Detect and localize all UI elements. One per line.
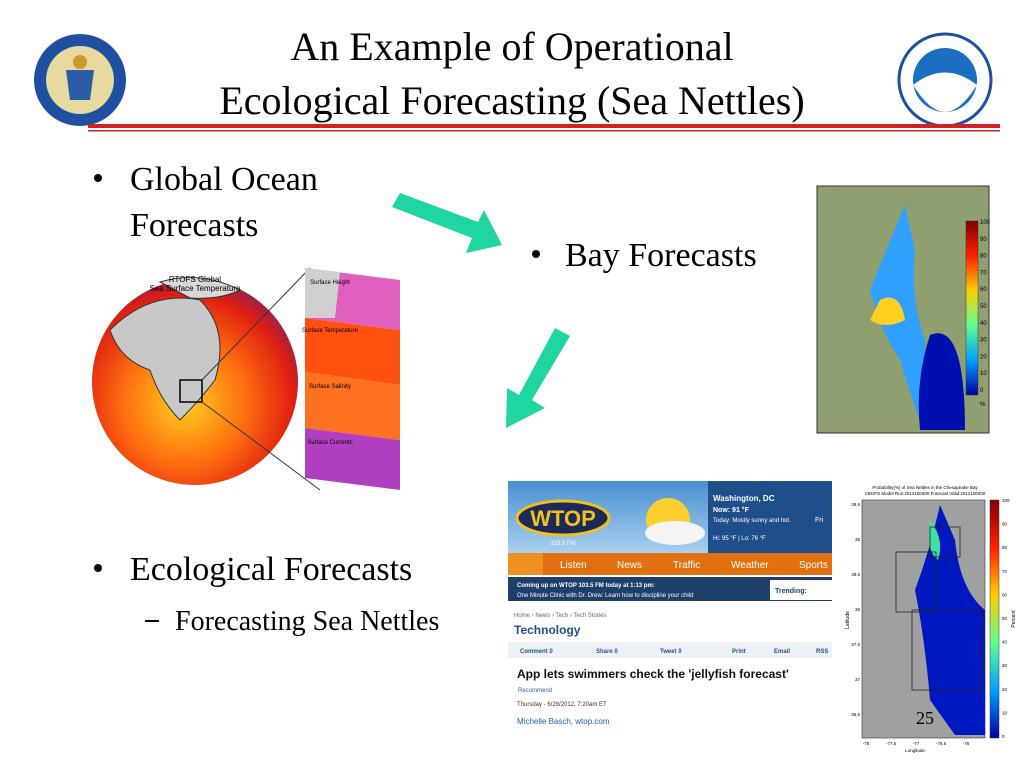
colorbar-tick: 80: [980, 254, 987, 260]
x-tick-label: -77.5: [886, 741, 897, 746]
ticker: Coming up on WTOP 103.5 FM today at 1:13…: [517, 583, 655, 589]
byline: Michelle Basch, wtop.com: [517, 717, 610, 726]
colorbar-tick: 70: [980, 270, 987, 276]
x-axis-label: Longitude: [905, 748, 925, 753]
map-subtitle: CBOFS Model Run:2012100400 Forecast Vali…: [865, 491, 986, 496]
breadcrumbs: Home › News › Tech › Tech Stories: [514, 613, 606, 619]
article-date: Thursday - 6/28/2012, 7:20am ET: [517, 702, 607, 708]
figure-title: Sea Surface Temperature: [149, 284, 241, 293]
colorbar-tick: 100: [1002, 498, 1010, 503]
colorbar-tick: 50: [1002, 616, 1008, 621]
recommend-button[interactable]: Recommend: [518, 688, 552, 694]
logo-freq: 103.5 FM: [550, 541, 575, 547]
colorbar-label: Percent: [1011, 610, 1017, 628]
share-button[interactable]: Email: [774, 649, 790, 655]
nav-item[interactable]: News: [617, 560, 642, 571]
share-button[interactable]: Comment 0: [520, 649, 553, 655]
nav-item[interactable]: Listen: [560, 560, 587, 571]
title-rule: [88, 124, 1000, 128]
share-button[interactable]: Share 0: [596, 649, 618, 655]
section-title: Technology: [514, 623, 581, 637]
y-tick-label: 36.5: [851, 712, 860, 717]
headline: App lets swimmers check the 'jellyfish f…: [517, 667, 789, 681]
colorbar-tick: 50: [980, 304, 987, 310]
colorbar-tick: 30: [1002, 663, 1008, 668]
bullet-text: Forecasts: [130, 207, 258, 244]
ticker: One Minute Clinic with Dr. Drew: Learn h…: [517, 593, 693, 599]
colorbar-tick: 70: [1002, 569, 1008, 574]
logo: WTOP: [530, 506, 596, 531]
colorbar-tick: 20: [1002, 687, 1008, 692]
colorbar-tick: 0: [980, 388, 984, 394]
share-button[interactable]: Print: [732, 649, 746, 655]
panel-label: Surface Temperature: [302, 328, 359, 334]
commerce-seal: [34, 34, 126, 126]
colorbar-tick: 10: [980, 371, 987, 377]
colorbar-unit: %: [980, 402, 986, 408]
colorbar-tick: 30: [980, 338, 987, 344]
sub-bullet-dash: [145, 620, 159, 622]
colorbar-tick: 60: [1002, 592, 1008, 597]
x-tick-label: -77: [913, 741, 920, 746]
bullet-text: Global Ocean: [130, 161, 318, 198]
y-tick-label: 38.5: [851, 572, 860, 577]
y-tick-label: 37: [855, 677, 861, 682]
trending: Trending:: [775, 588, 807, 595]
x-tick-label: -78: [863, 741, 870, 746]
nav-item[interactable]: Traffic: [673, 560, 700, 571]
slide-title: An Example of Operational: [290, 24, 733, 69]
weather-today: Today: Mostly sunny and hot.: [713, 518, 791, 524]
colorbar-tick: 10: [1002, 710, 1008, 715]
bullet-dot: [532, 250, 540, 258]
y-tick-label: 39: [855, 537, 861, 542]
colorbar-tick: 90: [980, 237, 987, 243]
colorbar-tick: 40: [980, 321, 987, 327]
figure-title: RTOFS Global: [169, 275, 221, 284]
noaa-seal: [897, 32, 993, 128]
prob-map: [845, 483, 1017, 750]
panel-label: Surface Currents: [307, 440, 352, 446]
bullet-text: Ecological Forecasts: [130, 551, 412, 588]
bullet-dot: [94, 564, 102, 572]
weather-day: Fri: [815, 517, 824, 524]
weather-hilo: Hi: 95 °F | Lo: 76 °F: [713, 536, 766, 542]
panel-label: Surface Salinity: [309, 384, 351, 390]
share-button[interactable]: Tweet 0: [660, 649, 682, 655]
map-title: Probability(%) of Sea Nettles in the Che…: [872, 485, 978, 490]
x-tick-label: -76: [963, 741, 970, 746]
x-tick-label: -76.5: [936, 741, 947, 746]
y-tick-label: 39.5: [851, 502, 860, 507]
weather-location: Washington, DC: [713, 494, 775, 503]
wtop-screenshot: [508, 481, 832, 735]
arrow: [506, 328, 570, 428]
y-axis-label: Latitude: [845, 611, 851, 629]
colorbar-tick: 60: [980, 287, 987, 293]
colorbar-tick: 20: [980, 354, 987, 360]
colorbar-tick: 100: [980, 220, 991, 226]
bay-map: [816, 185, 990, 434]
slide-title: Ecological Forecasting (Sea Nettles): [219, 78, 804, 123]
nav-item[interactable]: Weather: [731, 560, 769, 571]
colorbar-tick: 40: [1002, 640, 1008, 645]
sub-bullet-text: Forecasting Sea Nettles: [175, 606, 439, 637]
panel-label: Surface Height: [310, 280, 350, 286]
page-number: 25: [916, 708, 934, 728]
colorbar-tick: 80: [1002, 545, 1008, 550]
arrow: [392, 193, 502, 253]
globe-figure: [92, 267, 400, 491]
nav-item[interactable]: Sports: [799, 560, 828, 571]
title-rule: [88, 130, 1000, 132]
weather-now: Now: 91 °F: [713, 506, 750, 514]
colorbar-tick: 0: [1002, 734, 1005, 739]
y-tick-label: 37.5: [851, 642, 860, 647]
bullet-text: Bay Forecasts: [565, 237, 757, 274]
colorbar-tick: 90: [1002, 522, 1008, 527]
share-button[interactable]: RSS: [816, 649, 828, 655]
bullet-dot: [94, 174, 102, 182]
y-tick-label: 38: [855, 607, 861, 612]
